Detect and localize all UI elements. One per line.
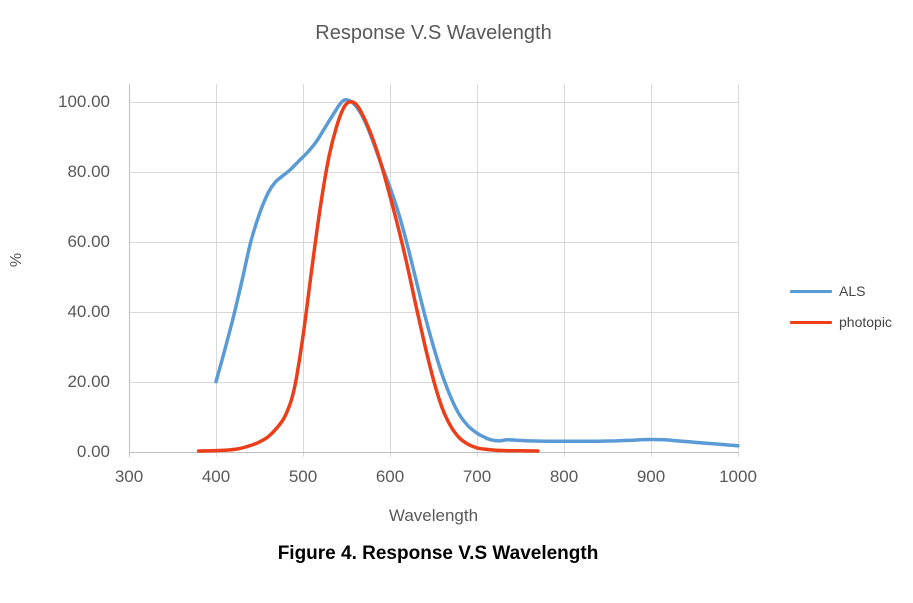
x-tick-label: 900 bbox=[636, 467, 666, 486]
y-tick-label: 0.00 bbox=[76, 442, 110, 461]
x-tick-label: 300 bbox=[114, 467, 144, 486]
x-tick-label: 500 bbox=[288, 467, 318, 486]
x-tick-label: 1000 bbox=[719, 467, 757, 486]
legend-item-als: ALS bbox=[790, 283, 892, 299]
x-tick-label: 700 bbox=[462, 467, 492, 486]
x-tick-label: 600 bbox=[375, 467, 405, 486]
als-line-swatch bbox=[790, 289, 832, 293]
y-tick-label: 60.00 bbox=[67, 232, 110, 251]
y-tick-label: 80.00 bbox=[67, 162, 110, 181]
x-tick-label: 400 bbox=[201, 467, 231, 486]
legend-item-photopic: photopic bbox=[790, 314, 892, 330]
chart-legend: ALS photopic bbox=[790, 283, 892, 330]
legend-label-als: ALS bbox=[839, 283, 866, 299]
y-tick-label: 40.00 bbox=[67, 302, 110, 321]
x-tick-label: 800 bbox=[549, 467, 579, 486]
y-axis-title: % bbox=[8, 252, 25, 268]
x-axis-title: Wavelength bbox=[388, 506, 479, 525]
photopic-line-swatch bbox=[790, 320, 832, 324]
chart-title: Response V.S Wavelength bbox=[315, 22, 552, 44]
y-tick-label: 100.00 bbox=[58, 92, 110, 111]
y-tick-label: 20.00 bbox=[67, 372, 110, 391]
legend-label-photopic: photopic bbox=[839, 314, 892, 330]
figure-caption: Figure 4. Response V.S Wavelength bbox=[277, 543, 599, 564]
